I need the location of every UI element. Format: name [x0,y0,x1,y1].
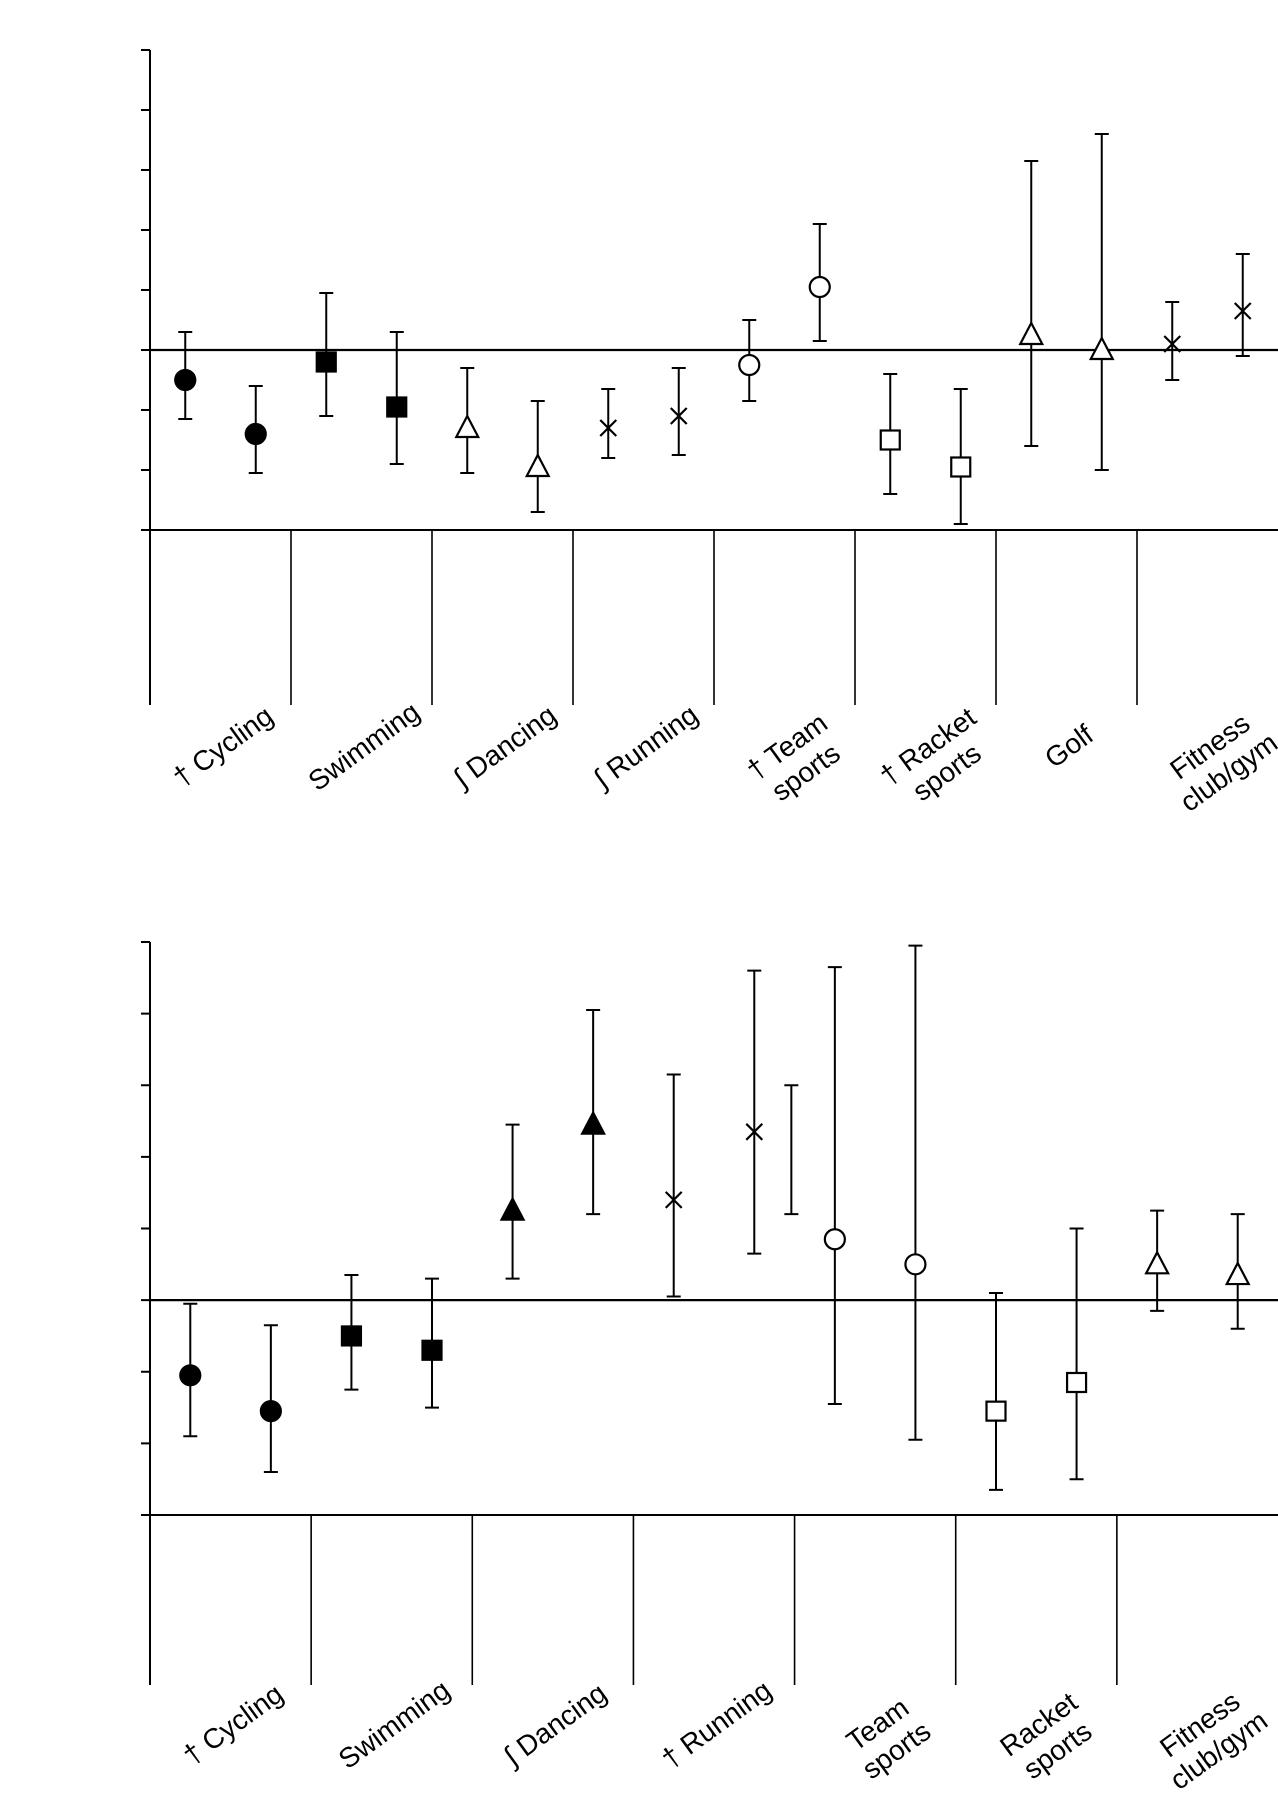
chart-panel-a: † Cycling Swimming ∫ Dancing ∫ Running † Tea… [141,49,1278,818]
group-cycling: † Cycling [167,331,279,793]
confidence-interval [1235,253,1250,357]
sport-label-line: Swimming [303,696,426,797]
sport-label-line: † Cycling [167,700,278,793]
odds-ratio-point [499,1196,526,1221]
sport-label-line: Swimming [333,1674,456,1775]
group-fitness-club-gym: Fitnessclub/gym [1155,253,1278,818]
group-team-sports: Teamsports [823,944,937,1785]
odds-ratio-point [669,407,688,425]
sport-label-line: ∫ Running [587,699,704,796]
odds-ratio-point [259,1400,282,1423]
sport-label: † Cycling [177,1678,288,1771]
odds-ratio-point [421,1339,443,1361]
group-racket-sports: † Racketsports [874,373,1001,817]
confidence-interval [601,388,616,459]
group-swimming: Swimming [303,292,426,797]
group-fitness-club-gym: Fitnessclub/gym [1144,1209,1273,1796]
odds-ratio-point [1144,1249,1170,1275]
odds-ratio-point [340,1325,363,1347]
group-running: † Running [656,969,799,1774]
odds-ratio-point [808,275,831,299]
odds-ratio-point [904,1253,927,1276]
confidence-interval [989,1291,1003,1491]
odds-ratio-point [244,422,267,446]
sport-label: Golf [1039,719,1099,774]
odds-ratio-point [454,413,481,439]
odds-ratio-point [985,1400,1007,1422]
odds-ratio-point [738,353,761,377]
group-cycling: † Cycling [177,1302,289,1771]
sport-label-line: ∫ Dancing [497,1677,612,1773]
sport-label: † Teamsports [741,707,852,812]
sport-label: Fitnessclub/gym [1145,1679,1273,1796]
group-dancing: ∫ Dancing [497,1009,612,1773]
confidence-interval [1024,160,1039,447]
confidence-interval [1165,301,1180,381]
sport-label-line: Golf [1039,719,1099,774]
odds-ratio-point [524,452,551,478]
odds-ratio-point [664,1191,683,1209]
group-team-sports: † Teamsports [738,223,852,812]
odds-ratio-point [823,1228,846,1251]
confidence-interval [666,1073,681,1298]
group-swimming: Swimming [333,1274,456,1775]
confidence-interval [827,966,842,1405]
sport-label: ∫ Dancing [497,1677,612,1773]
group-golf: Golf [1018,133,1115,774]
chart-panel-b: † Cycling Swimming ∫ Dancing † Running Teams… [141,941,1278,1796]
confidence-interval [263,1324,278,1474]
odds-ratio-point [174,368,197,392]
sport-label-line: † Running [656,1674,777,1774]
confidence-interval [1094,133,1109,471]
group-racket-sports: Racketsports [985,1227,1102,1788]
odds-ratio-point [1088,335,1115,361]
sport-label: ∫ Dancing [446,699,561,795]
confidence-interval [747,969,762,1255]
sport-label: Swimming [303,696,426,797]
sport-label-line: ∫ Dancing [446,699,561,795]
odds-ratio-point [179,1364,202,1387]
odds-ratio-point [1163,335,1182,353]
sport-label: Racketsports [994,1686,1102,1788]
sport-label: Fitnessclub/gym [1155,701,1278,818]
odds-ratio-point [1224,1260,1251,1286]
odds-ratio-point [879,429,901,451]
sport-label: † Running [656,1674,777,1774]
confidence-interval [908,944,923,1441]
odds-ratio-point [599,419,618,437]
odds-ratio-point [1018,320,1045,346]
sport-label-line: † Cycling [177,1678,288,1771]
group-dancing: ∫ Dancing [446,367,562,795]
odds-ratio-point [386,396,408,418]
odds-ratio-point [950,456,972,478]
odds-ratio-point [1233,302,1252,320]
sport-label: Teamsports [838,1689,937,1785]
sport-label: Swimming [333,1674,456,1775]
odds-ratio-point [745,1123,764,1141]
odds-ratio-point [1065,1371,1088,1394]
sport-label: † Cycling [167,700,278,793]
odds-ratio-point [580,1110,606,1135]
extra-interval [784,1084,799,1216]
sport-label: ∫ Running [587,699,704,796]
confidence-interval [1069,1227,1084,1481]
sport-label: † Racketsports [874,701,1001,817]
confidence-interval [671,367,686,456]
odds-ratio-point [315,351,337,373]
group-running: ∫ Running [587,367,704,796]
